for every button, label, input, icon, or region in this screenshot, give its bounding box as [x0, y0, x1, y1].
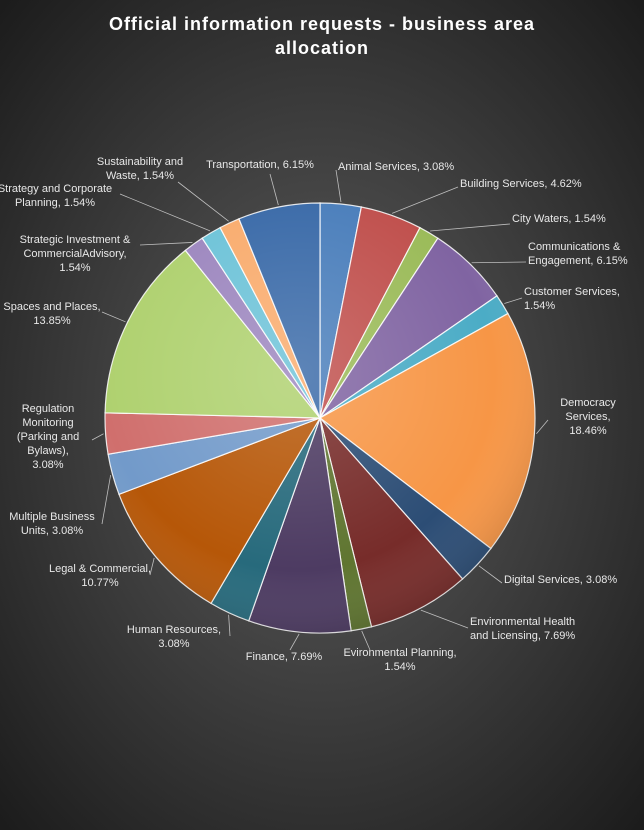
leader-line	[228, 614, 231, 637]
leader-line	[504, 297, 523, 304]
data-label: Democracy Services, 18.46%	[560, 397, 616, 437]
data-label: Customer Services, 1.54%	[524, 286, 620, 312]
data-label: Spaces and Places, 13.85%	[3, 301, 100, 327]
leader-line	[420, 609, 469, 629]
leader-line	[536, 419, 549, 434]
labels: Animal Services, 3.08% Building Services,…	[0, 156, 628, 673]
data-label: Legal & Commercial, 10.77%	[49, 563, 151, 589]
data-label: Communications & Engagement, 6.15%	[528, 241, 628, 267]
data-label: Transportation, 6.15%	[206, 159, 314, 171]
data-label: Strategy and Corporate Planning, 1.54%	[0, 183, 112, 209]
data-label: Regulation Monitoring (Parking and Bylaws),…	[17, 403, 79, 471]
pie	[104, 202, 536, 634]
data-label: Human Resources, 3.08%	[127, 624, 221, 650]
data-label: Finance, 7.69%	[246, 651, 323, 663]
leader-line	[101, 474, 112, 525]
data-label: City Waters, 1.54%	[512, 213, 606, 225]
data-label: Multiple Business Units, 3.08%	[9, 511, 95, 537]
leader-line	[289, 633, 300, 651]
data-label: Sustainability and Waste, 1.54%	[97, 156, 183, 182]
chart-title: Official information requests - business…	[109, 14, 535, 58]
leader-line	[430, 223, 511, 232]
data-label: Strategic Investment & CommercialAdvisory…	[20, 234, 131, 274]
leader-line	[177, 181, 229, 222]
leader-line	[119, 193, 211, 232]
leader-line	[101, 311, 126, 323]
leader-line	[391, 186, 459, 214]
leader-line	[91, 433, 104, 441]
leader-line	[335, 169, 342, 203]
data-label: Evironmental Planning, 1.54%	[343, 647, 456, 673]
data-label: Building Services, 4.62%	[460, 178, 582, 190]
data-label: Digital Services, 3.08%	[504, 574, 617, 586]
leader-line	[478, 565, 503, 584]
leader-line	[361, 630, 371, 651]
leader-line	[269, 173, 279, 206]
leader-line	[149, 557, 155, 576]
leader-line	[471, 261, 527, 264]
data-label: Animal Services, 3.08%	[338, 161, 454, 173]
leader-line	[139, 242, 193, 246]
data-label: Environmental Health and Licensing, 7.69%	[470, 616, 575, 642]
